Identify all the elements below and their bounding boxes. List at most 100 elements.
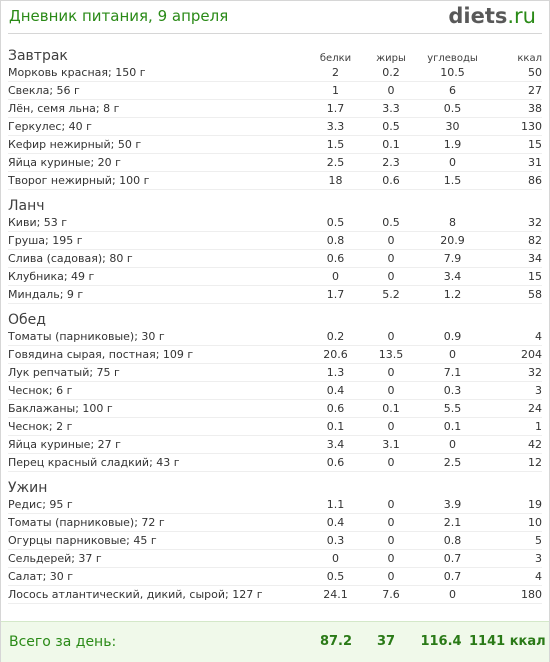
food-name: Говядина сырая, постная; 109 г — [8, 345, 308, 364]
food-fat: 0 — [363, 531, 419, 550]
column-header-carbs — [419, 308, 486, 328]
food-carbs: 0.3 — [419, 381, 486, 400]
food-fat: 3.1 — [363, 435, 419, 454]
food-protein: 24.1 — [308, 585, 363, 604]
food-name: Яйца куриные; 20 г — [8, 153, 308, 172]
site-logo[interactable]: diets.ru — [448, 4, 536, 28]
food-fat: 0 — [363, 231, 419, 250]
food-kcal: 180 — [486, 585, 542, 604]
food-row: Лук репчатый; 75 г 1.3 0 7.1 32 — [8, 363, 542, 382]
column-header-carbs — [419, 476, 486, 496]
food-kcal: 4 — [486, 567, 542, 586]
logo-part-3: .ru — [507, 4, 536, 28]
food-carbs: 0.5 — [419, 99, 486, 118]
food-fat: 0 — [363, 549, 419, 568]
food-protein: 1.7 — [308, 285, 363, 304]
food-row: Яйца куриные; 27 г 3.4 3.1 0 42 — [8, 435, 542, 454]
food-kcal: 10 — [486, 513, 542, 532]
food-carbs: 1.2 — [419, 285, 486, 304]
food-protein: 0 — [308, 549, 363, 568]
food-kcal: 204 — [486, 345, 542, 364]
food-row: Сельдерей; 37 г 0 0 0.7 3 — [8, 549, 542, 568]
daily-total-bar: Всего за день: 87.2 37 116.4 1141 ккал — [1, 621, 549, 662]
food-name: Баклажаны; 100 г — [8, 399, 308, 418]
food-protein: 3.4 — [308, 435, 363, 454]
food-kcal: 86 — [486, 171, 542, 190]
food-protein: 1.7 — [308, 99, 363, 118]
column-header-fat — [363, 194, 419, 214]
column-header-kcal: ккал — [517, 53, 542, 64]
food-row: Салат; 30 г 0.5 0 0.7 4 — [8, 567, 542, 586]
food-kcal: 4 — [486, 328, 542, 346]
food-protein: 0.1 — [308, 417, 363, 436]
food-row: Лосось атлантический, дикий, сырой; 127 … — [8, 585, 542, 604]
food-name: Томаты (парниковые); 72 г — [8, 513, 308, 532]
food-row: Кефир нежирный; 50 г 1.5 0.1 1.9 15 — [8, 135, 542, 154]
header-divider — [8, 33, 542, 34]
food-kcal: 1 — [486, 417, 542, 436]
meal-name: Завтрак — [8, 48, 68, 64]
food-row: Морковь красная; 150 г 2 0.2 10.5 50 — [8, 64, 542, 82]
food-protein: 0.4 — [308, 513, 363, 532]
food-fat: 0 — [363, 417, 419, 436]
total-carbs: 116.4 — [420, 634, 462, 649]
food-fat: 0.1 — [363, 135, 419, 154]
column-header-fat — [363, 476, 419, 496]
food-kcal: 38 — [486, 99, 542, 118]
food-protein: 0 — [308, 267, 363, 286]
column-header-kcal — [486, 308, 542, 328]
food-kcal: 34 — [486, 249, 542, 268]
food-name: Сельдерей; 37 г — [8, 549, 308, 568]
food-carbs: 7.1 — [419, 363, 486, 382]
food-carbs: 6 — [419, 81, 486, 100]
food-fat: 0.5 — [363, 117, 419, 136]
food-carbs: 0.7 — [419, 567, 486, 586]
food-carbs: 0.1 — [419, 417, 486, 436]
column-header-carbs: углеводы — [427, 53, 478, 64]
column-header-protein — [308, 194, 363, 214]
food-row: Яйца куриные; 20 г 2.5 2.3 0 31 — [8, 153, 542, 172]
food-row: Геркулес; 40 г 3.3 0.5 30 130 — [8, 117, 542, 136]
food-row: Томаты (парниковые); 72 г 0.4 0 2.1 10 — [8, 513, 542, 532]
logo-part-1: d — [448, 4, 464, 28]
food-kcal: 3 — [486, 549, 542, 568]
total-kcal: 1141 ккал — [469, 634, 546, 649]
food-kcal: 3 — [486, 381, 542, 400]
food-name: Кефир нежирный; 50 г — [8, 135, 308, 154]
food-name: Редис; 95 г — [8, 496, 308, 514]
food-carbs: 1.5 — [419, 171, 486, 190]
food-kcal: 12 — [486, 453, 542, 472]
food-row: Миндаль; 9 г 1.7 5.2 1.2 58 — [8, 285, 542, 304]
food-row: Баклажаны; 100 г 0.6 0.1 5.5 24 — [8, 399, 542, 418]
food-name: Миндаль; 9 г — [8, 285, 308, 304]
food-kcal: 32 — [486, 363, 542, 382]
total-label: Всего за день: — [9, 634, 117, 650]
food-protein: 18 — [308, 171, 363, 190]
food-carbs: 2.5 — [419, 453, 486, 472]
column-header-protein — [308, 476, 363, 496]
food-protein: 0.3 — [308, 531, 363, 550]
food-carbs: 0 — [419, 435, 486, 454]
food-name: Чеснок; 2 г — [8, 417, 308, 436]
food-kcal: 15 — [486, 135, 542, 154]
column-header-fat: жиры — [376, 53, 406, 64]
food-fat: 0.2 — [363, 64, 419, 82]
meal-name: Ланч — [8, 198, 45, 214]
food-protein: 0.6 — [308, 249, 363, 268]
food-carbs: 0 — [419, 585, 486, 604]
food-name: Клубника; 49 г — [8, 267, 308, 286]
food-protein: 0.5 — [308, 567, 363, 586]
food-fat: 0 — [363, 249, 419, 268]
food-fat: 2.3 — [363, 153, 419, 172]
food-row: Свекла; 56 г 1 0 6 27 — [8, 81, 542, 100]
meal-header-row: Ланч — [8, 194, 542, 214]
food-row: Лён, семя льна; 8 г 1.7 3.3 0.5 38 — [8, 99, 542, 118]
food-carbs: 30 — [419, 117, 486, 136]
food-row: Говядина сырая, постная; 109 г 20.6 13.5 0 2… — [8, 345, 542, 364]
food-kcal: 24 — [486, 399, 542, 418]
food-kcal: 58 — [486, 285, 542, 304]
food-name: Геркулес; 40 г — [8, 117, 308, 136]
food-carbs: 0.9 — [419, 328, 486, 346]
food-row: Киви; 53 г 0.5 0.5 8 32 — [8, 214, 542, 232]
food-protein: 1 — [308, 81, 363, 100]
